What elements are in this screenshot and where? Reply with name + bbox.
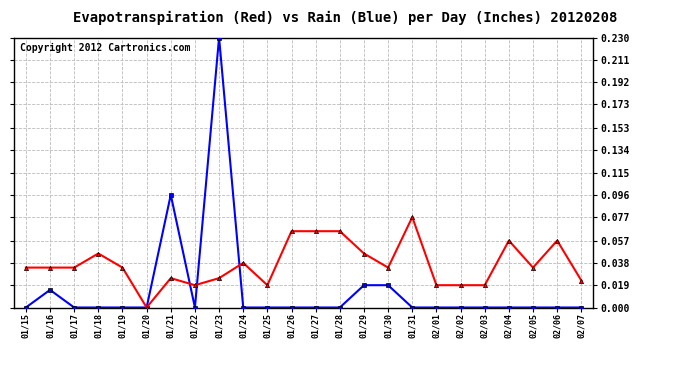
Text: Evapotranspiration (Red) vs Rain (Blue) per Day (Inches) 20120208: Evapotranspiration (Red) vs Rain (Blue) … [73,11,617,26]
Text: Copyright 2012 Cartronics.com: Copyright 2012 Cartronics.com [19,43,190,53]
